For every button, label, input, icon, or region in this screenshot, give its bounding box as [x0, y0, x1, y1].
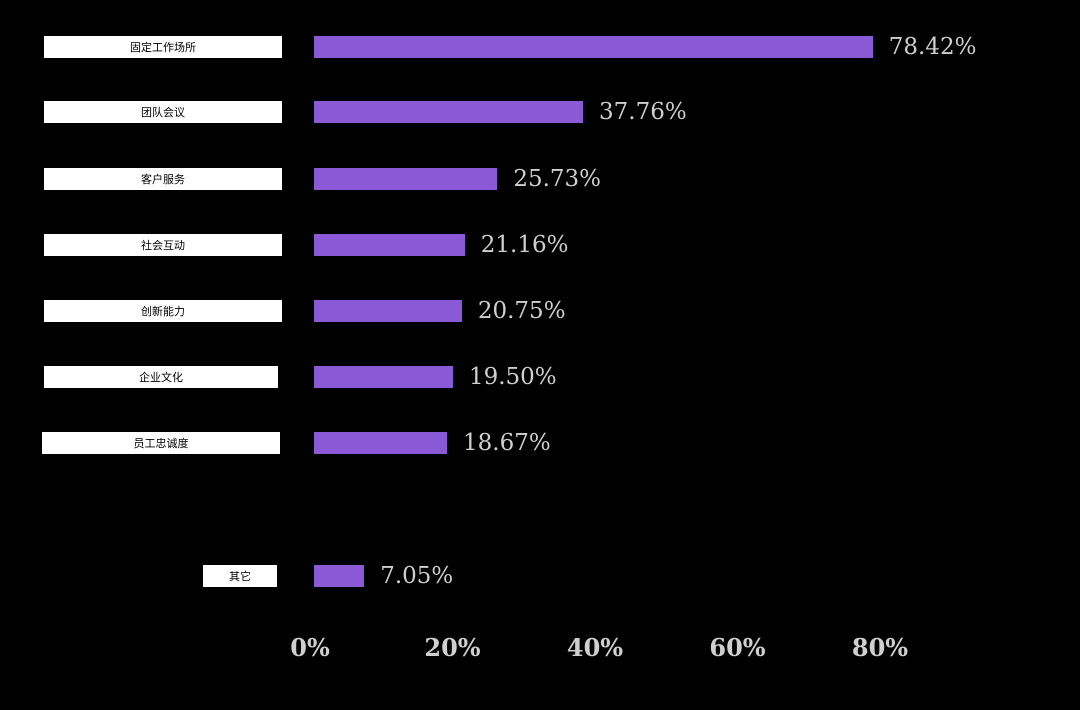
value-label: 25.73%	[513, 166, 602, 192]
value-label: 18.67%	[463, 430, 551, 456]
category-label: 社会互动	[44, 234, 282, 256]
category-label: 团队会议	[44, 101, 282, 123]
x-tick-label: 60%	[709, 633, 766, 662]
category-label: 固定工作场所	[44, 36, 282, 58]
x-tick-label: 80%	[851, 633, 909, 662]
value-label: 19.50%	[468, 364, 557, 390]
bar	[314, 366, 453, 388]
value-label: 78.42%	[888, 34, 977, 60]
bar	[314, 234, 465, 256]
x-tick-label: 40%	[566, 633, 624, 662]
value-label: 37.76%	[599, 99, 687, 125]
value-label: 7.05%	[380, 563, 454, 589]
x-tick-label: 20%	[424, 633, 481, 662]
bar	[314, 101, 584, 123]
category-label: 创新能力	[44, 300, 282, 322]
bar	[314, 168, 498, 190]
category-label: 员工忠诚度	[42, 432, 280, 454]
bar	[314, 565, 365, 587]
category-label: 企业文化	[44, 366, 278, 388]
bar	[314, 36, 873, 58]
category-label: 其它	[203, 565, 277, 587]
value-label: 20.75%	[477, 298, 566, 324]
category-label: 客户服务	[44, 168, 282, 190]
bar	[314, 300, 462, 322]
bar	[314, 432, 448, 454]
x-tick-label: 0%	[290, 633, 330, 662]
value-label: 21.16%	[480, 232, 569, 258]
